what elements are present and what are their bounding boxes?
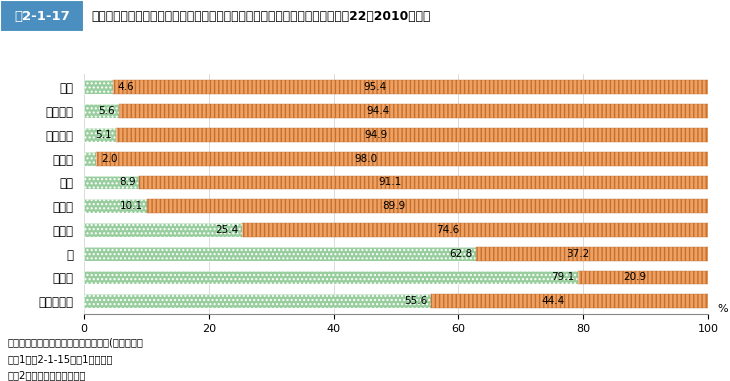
Bar — [116, 128, 708, 142]
Bar — [84, 104, 119, 118]
Bar — [84, 295, 431, 308]
Bar — [476, 247, 708, 261]
Bar — [84, 80, 112, 94]
Bar — [84, 104, 119, 118]
Text: %: % — [718, 304, 728, 314]
Bar — [84, 223, 242, 237]
Text: 法人経営体以外の農業経営体: 法人経営体以外の農業経営体 — [0, 380, 1, 381]
Bar — [84, 247, 476, 261]
Bar — [84, 295, 431, 308]
Text: 94.9: 94.9 — [365, 130, 388, 140]
Text: 37.2: 37.2 — [566, 249, 590, 259]
Bar — [476, 247, 708, 261]
Bar — [577, 271, 708, 284]
Bar — [84, 152, 96, 166]
Text: 91.1: 91.1 — [378, 178, 402, 187]
Bar — [84, 271, 577, 284]
Bar — [112, 80, 708, 94]
Bar — [116, 128, 708, 142]
Text: 4.6: 4.6 — [118, 82, 134, 92]
Bar — [84, 247, 476, 261]
FancyBboxPatch shape — [0, 0, 84, 32]
Text: 25.4: 25.4 — [215, 225, 239, 235]
Text: 94.4: 94.4 — [366, 106, 390, 116]
Text: 注：1）図2-1-15の注1）を参照: 注：1）図2-1-15の注1）を参照 — [7, 354, 113, 364]
Bar — [96, 152, 708, 166]
Bar — [119, 104, 708, 118]
Bar — [96, 152, 708, 166]
Bar — [84, 128, 116, 142]
Bar — [84, 223, 242, 237]
Bar — [84, 199, 147, 213]
Bar — [431, 295, 708, 308]
Bar — [119, 104, 708, 118]
Text: 55.6: 55.6 — [404, 296, 427, 306]
Text: 95.4: 95.4 — [363, 82, 386, 92]
Text: 5.1: 5.1 — [96, 130, 112, 140]
Text: 作付（栽培）延べ面積又は飼養頭羽数における法人経営体の占める割合（平成22（2010）年）: 作付（栽培）延べ面積又は飼養頭羽数における法人経営体の占める割合（平成22（20… — [91, 10, 431, 23]
Text: 89.9: 89.9 — [383, 201, 405, 211]
Bar — [84, 199, 147, 213]
Bar — [84, 176, 139, 189]
Bar — [139, 176, 708, 189]
Text: 79.1: 79.1 — [550, 272, 574, 282]
Bar — [147, 199, 708, 213]
Bar — [139, 176, 708, 189]
Text: 20.9: 20.9 — [623, 272, 647, 282]
Text: 44.4: 44.4 — [541, 296, 564, 306]
Bar — [147, 199, 708, 213]
Text: 法人経営体: 法人経営体 — [0, 380, 1, 381]
Text: 図2-1-17: 図2-1-17 — [14, 10, 70, 23]
Text: 2.0: 2.0 — [101, 154, 118, 164]
Text: 74.6: 74.6 — [436, 225, 459, 235]
Bar — [84, 176, 139, 189]
Text: 98.0: 98.0 — [354, 154, 377, 164]
Text: 8.9: 8.9 — [119, 178, 136, 187]
Text: 2）花きは花木を含む。: 2）花きは花木を含む。 — [7, 370, 85, 380]
Bar — [84, 128, 116, 142]
Bar — [577, 271, 708, 284]
Bar — [242, 223, 708, 237]
Bar — [84, 152, 96, 166]
Bar — [431, 295, 708, 308]
Bar — [84, 271, 577, 284]
Bar — [242, 223, 708, 237]
Bar — [112, 80, 708, 94]
Text: 62.8: 62.8 — [449, 249, 472, 259]
Text: 資料：農林水産省「農林業センサス」(組替集計）: 資料：農林水産省「農林業センサス」(組替集計） — [7, 337, 143, 347]
Text: 10.1: 10.1 — [120, 201, 143, 211]
Bar — [84, 80, 112, 94]
Text: 5.6: 5.6 — [99, 106, 115, 116]
